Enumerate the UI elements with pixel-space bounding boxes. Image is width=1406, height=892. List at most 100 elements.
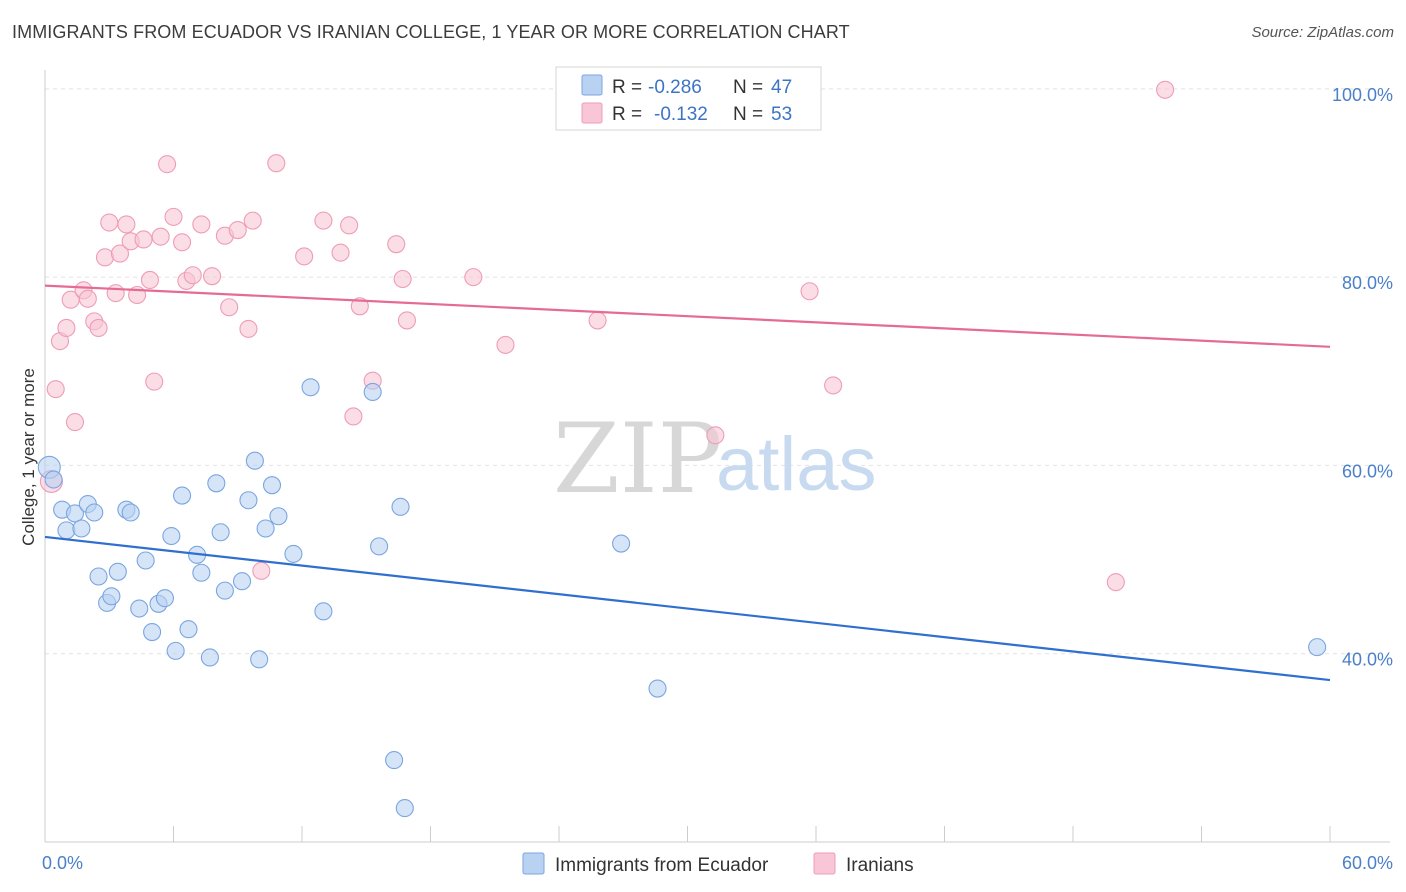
y-tick-label-3: 100.0% <box>1332 85 1393 105</box>
point-ecuador-29 <box>232 572 252 591</box>
point-iranians-29 <box>220 298 239 317</box>
point-ecuador-19 <box>162 526 181 546</box>
legend-n-value-iranians: 53 <box>771 104 792 125</box>
point-ecuador-26 <box>207 474 226 493</box>
point-iranians-40 <box>350 297 369 316</box>
point-iranians-52 <box>1156 80 1175 99</box>
point-iranians-14 <box>117 215 136 234</box>
point-ecuador-4 <box>65 504 85 523</box>
legend: R = -0.286 N = 47 R = -0.132 N = 53 <box>555 66 822 131</box>
point-iranians-36 <box>314 211 333 230</box>
point-iranians-32 <box>243 211 262 230</box>
point-ecuador-25 <box>200 648 219 667</box>
point-ecuador-35 <box>269 507 288 526</box>
point-iranians-45 <box>464 268 483 287</box>
point-iranians-34 <box>267 154 286 173</box>
point-iranians-20 <box>151 227 170 246</box>
point-ecuador-15 <box>136 551 155 570</box>
point-iranians-38 <box>340 216 359 235</box>
point-ecuador-31 <box>245 451 264 470</box>
legend-swatch-iranians <box>581 102 603 124</box>
point-iranians-10 <box>95 248 115 267</box>
point-iranians-47 <box>588 311 607 330</box>
bottom-legend-swatch-ecuador <box>522 852 545 875</box>
point-iranians-11 <box>100 213 119 232</box>
chart-source: Source: ZipAtlas.com <box>1251 24 1394 41</box>
point-ecuador-36 <box>284 544 303 563</box>
bottom-legend-swatch-iranians <box>813 852 836 875</box>
point-ecuador-18 <box>155 589 174 608</box>
point-iranians-43 <box>393 269 412 289</box>
point-iranians-42 <box>387 235 406 254</box>
point-iranians-35 <box>295 247 314 266</box>
point-ecuador-10 <box>102 587 121 606</box>
point-ecuador-22 <box>179 620 198 639</box>
watermark-atlas: atlas <box>716 422 877 507</box>
point-iranians-50 <box>824 376 843 395</box>
point-iranians-3 <box>57 318 76 338</box>
point-iranians-5 <box>65 413 85 432</box>
point-iranians-13 <box>110 244 130 263</box>
point-ecuador-33 <box>256 519 275 538</box>
point-iranians-1 <box>46 380 65 399</box>
point-iranians-44 <box>397 311 416 330</box>
point-iranians-17 <box>134 230 153 249</box>
point-ecuador-38 <box>314 602 333 621</box>
point-ecuador-11 <box>108 562 127 581</box>
point-iranians-49 <box>800 282 819 301</box>
legend-r-label-iranians: R = <box>612 104 642 125</box>
y-tick-label-2: 80.0% <box>1342 273 1393 293</box>
legend-swatch-ecuador <box>581 74 603 96</box>
point-iranians-26 <box>192 215 211 234</box>
point-ecuador-3 <box>57 521 76 540</box>
trend-line-iranians <box>44 284 1331 348</box>
point-iranians-39 <box>344 407 363 426</box>
point-ecuador-34 <box>262 476 282 495</box>
chart-title: IMMIGRANTS FROM ECUADOR VS IRANIAN COLLE… <box>12 22 850 42</box>
legend-n-label-ecuador: N = <box>733 77 763 98</box>
point-ecuador-14 <box>130 599 149 618</box>
point-iranians-25 <box>183 266 202 285</box>
y-tick-label-0: 40.0% <box>1342 650 1393 670</box>
trend-line-ecuador <box>44 535 1331 682</box>
point-iranians-19 <box>145 372 164 391</box>
point-iranians-30 <box>228 220 247 240</box>
point-ecuador-43 <box>395 799 414 818</box>
point-iranians-18 <box>140 270 159 289</box>
point-ecuador-27 <box>211 523 230 542</box>
watermark-zip: ZIP <box>553 403 722 515</box>
point-iranians-33 <box>252 561 271 580</box>
point-ecuador-16 <box>143 623 162 642</box>
point-iranians-7 <box>78 289 97 308</box>
point-ecuador-30 <box>239 491 258 510</box>
point-ecuador-46 <box>1308 638 1327 657</box>
point-ecuador-28 <box>215 581 234 600</box>
legend-r-label-ecuador: R = <box>612 77 642 98</box>
x-tick-label-1: 60.0% <box>1342 853 1393 873</box>
point-iranians-37 <box>331 243 350 262</box>
legend-n-value-ecuador: 47 <box>771 77 792 98</box>
point-ecuador-42 <box>391 497 410 516</box>
point-ecuador-41 <box>385 751 404 770</box>
point-iranians-23 <box>173 233 192 252</box>
point-ecuador-5 <box>72 519 91 538</box>
point-ecuador-24 <box>192 563 211 582</box>
y-tick-label-1: 60.0% <box>1342 461 1393 481</box>
point-iranians-51 <box>1106 573 1125 592</box>
point-ecuador-39 <box>363 382 382 402</box>
bottom-legend-label-iranians: Iranians <box>846 855 914 876</box>
point-iranians-9 <box>89 318 108 338</box>
point-ecuador-8 <box>89 567 108 586</box>
point-ecuador-44 <box>612 534 631 553</box>
point-iranians-48 <box>706 426 725 445</box>
x-tick-label-0: 0.0% <box>42 853 83 873</box>
trend-lines <box>44 284 1331 682</box>
bottom-legend-label-ecuador: Immigrants from Ecuador <box>555 855 769 876</box>
point-ecuador-21 <box>173 486 192 505</box>
watermark: ZIP atlas <box>553 403 877 515</box>
legend-r-value-iranians: -0.132 <box>654 104 708 125</box>
point-iranians-12 <box>106 284 125 303</box>
point-ecuador-37 <box>301 378 320 397</box>
point-ecuador-32 <box>250 650 269 669</box>
